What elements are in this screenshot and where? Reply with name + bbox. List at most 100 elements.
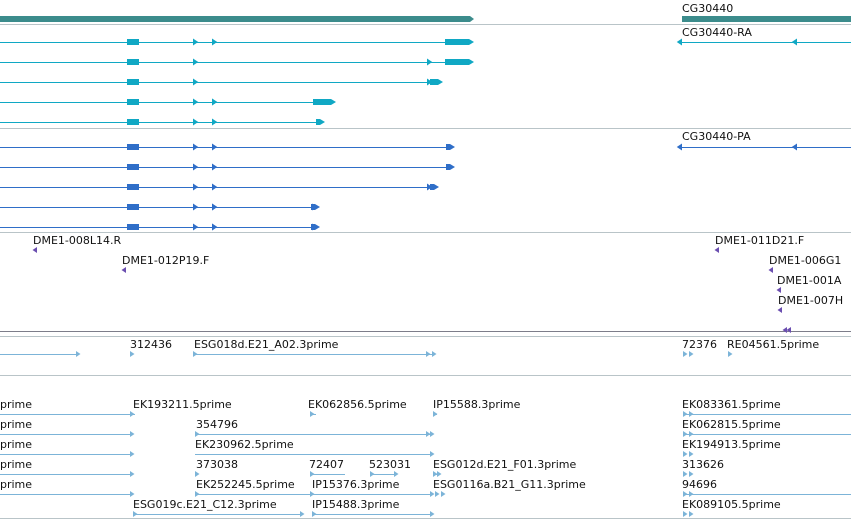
est-label-ek230962[interactable]: EK230962.5prime	[195, 438, 294, 451]
exon-arrow	[427, 58, 433, 66]
exon-arrow	[212, 163, 218, 171]
est-label-72407[interactable]: 72407	[309, 458, 344, 471]
est-label-prime-4[interactable]: prime	[0, 458, 33, 471]
exon-arrow	[212, 223, 218, 231]
est-arrow	[435, 491, 440, 497]
est-arrow	[130, 411, 135, 417]
est-arrow	[310, 411, 315, 417]
transcript-label-pa[interactable]: CG30440-PA	[682, 130, 751, 143]
gene-bar-end	[470, 16, 474, 22]
est-arrow	[683, 451, 688, 457]
transcript-end	[445, 39, 474, 45]
est-label-72376[interactable]: 72376	[682, 338, 717, 351]
est-arrow	[300, 511, 305, 517]
est-arrow	[437, 471, 442, 477]
est-arrow	[370, 471, 375, 477]
est-label-ip15376[interactable]: IP15376.3prime	[312, 478, 400, 491]
est-label-re04561[interactable]: RE04561.5prime	[727, 338, 820, 351]
est-label-ek089105[interactable]: EK089105.5prime	[682, 498, 781, 511]
est-arrow	[130, 451, 135, 457]
est-label-ip15488[interactable]: IP15488.3prime	[312, 498, 400, 511]
oligo-label-3[interactable]: DME1-012P19.F	[122, 254, 210, 267]
est-label-ek062856[interactable]: EK062856.5prime	[308, 398, 407, 411]
est-label-ip15588[interactable]: IP15588.3prime	[433, 398, 521, 411]
est-arrow	[728, 351, 733, 357]
exon-arrow	[212, 98, 218, 106]
exon-block	[127, 59, 139, 65]
est-label-prime-1[interactable]: prime	[0, 398, 33, 411]
est-label-prime-3[interactable]: prime	[0, 438, 33, 451]
exon-block	[127, 39, 139, 45]
exon-arrow	[212, 203, 218, 211]
est-label-373038[interactable]: 373038	[196, 458, 238, 471]
transcript-end	[445, 59, 474, 65]
exon-arrow	[427, 78, 433, 86]
exon-arrow	[193, 118, 199, 126]
gene-label[interactable]: CG30440	[682, 2, 734, 15]
est-arrow	[683, 471, 688, 477]
oligo-label-6[interactable]: DME1-007H	[778, 294, 844, 307]
est-arrow	[430, 511, 435, 517]
est-arrow	[130, 351, 135, 357]
est-label-ek083361[interactable]: EK083361.5prime	[682, 398, 781, 411]
oligo-marker	[714, 247, 719, 253]
exon-block	[127, 99, 139, 105]
gene-bar-right	[682, 16, 851, 22]
est-label-94696[interactable]: 94696	[682, 478, 717, 491]
exon-arrow	[212, 38, 218, 46]
oligo-label-2[interactable]: DME1-011D21.F	[715, 234, 805, 247]
est-label-esg019c[interactable]: ESG019c.E21_C12.3prime	[133, 498, 277, 511]
exon-arrow	[427, 183, 433, 191]
exon-arrow	[212, 183, 218, 191]
est-label-esg0116a[interactable]: ESG0116a.B21_G11.3prime	[433, 478, 586, 491]
oligo-marker	[768, 267, 773, 273]
est-arrow	[193, 351, 198, 357]
est-label-ek193211[interactable]: EK193211.5prime	[133, 398, 232, 411]
exon-arrow	[193, 223, 199, 231]
exon-arrow	[193, 98, 199, 106]
transcript-end	[430, 79, 443, 85]
transcript-label-ra[interactable]: CG30440-RA	[682, 26, 752, 39]
est-arrow	[195, 431, 200, 437]
est-label-esg012d[interactable]: ESG012d.E21_F01.3prime	[433, 458, 577, 471]
est-label-prime-5[interactable]: prime	[0, 478, 33, 491]
gene-bar	[0, 16, 470, 22]
transcript-end	[430, 184, 439, 190]
exon-block	[127, 144, 139, 150]
oligo-label-4[interactable]: DME1-006G1	[769, 254, 842, 267]
oligo-label-5[interactable]: DME1-001A	[777, 274, 842, 287]
est-label-523031[interactable]: 523031	[369, 458, 411, 471]
est-label-ek062815[interactable]: EK062815.5prime	[682, 418, 781, 431]
est-arrow	[430, 431, 435, 437]
oligo-marker	[776, 287, 781, 293]
exon-block	[127, 224, 139, 230]
est-label-prime-2[interactable]: prime	[0, 418, 33, 431]
est-arrow	[133, 511, 138, 517]
exon-arrow	[193, 203, 199, 211]
est-label-ek252245[interactable]: EK252245.5prime	[196, 478, 295, 491]
est-arrow	[689, 471, 694, 477]
est-arrow	[130, 491, 135, 497]
transcript-end	[446, 164, 455, 170]
transcript-end	[313, 99, 336, 105]
exon-arrow	[193, 58, 199, 66]
oligo-marker	[782, 327, 787, 333]
est-arrow	[683, 511, 688, 517]
est-arrow	[195, 471, 200, 477]
transcript-end	[311, 224, 320, 230]
est-label-esg018d[interactable]: ESG018d.E21_A02.3prime	[194, 338, 339, 351]
est-arrow	[689, 451, 694, 457]
est-label-313626[interactable]: 313626	[682, 458, 724, 471]
est-label-354796[interactable]: 354796	[196, 418, 238, 431]
exon-block	[127, 119, 139, 125]
est-label-ek194913[interactable]: EK194913.5prime	[682, 438, 781, 451]
est-arrow	[394, 471, 399, 477]
est-arrow	[426, 431, 431, 437]
exon-block	[127, 204, 139, 210]
est-label-312436[interactable]: 312436	[130, 338, 172, 351]
transcript-start-arrow	[676, 143, 682, 151]
exon-arrow	[193, 163, 199, 171]
oligo-label-1[interactable]: DME1-008L14.R	[33, 234, 122, 247]
